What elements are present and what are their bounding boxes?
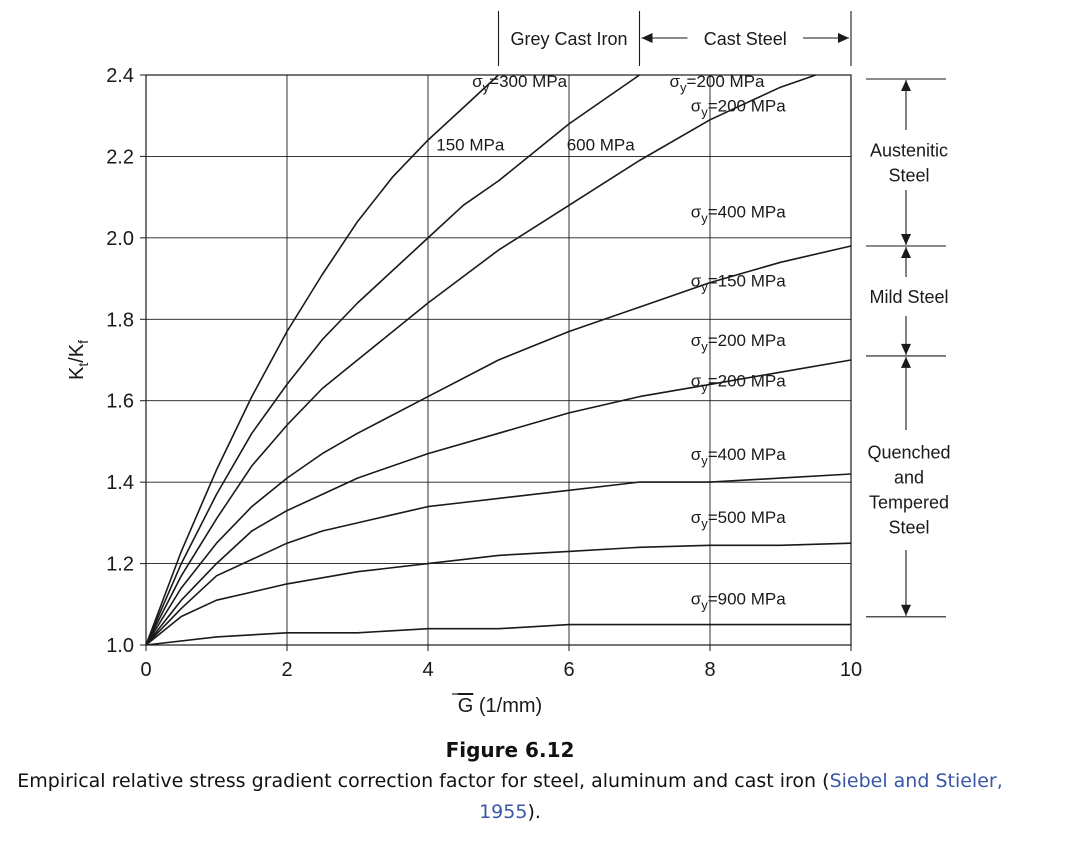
caption-end: ). (527, 801, 541, 823)
arrow-head (901, 356, 911, 368)
group-label-quenched-tempered: Tempered (869, 493, 949, 513)
y-tick-label: 2.0 (106, 228, 134, 250)
arrow-head (901, 234, 911, 245)
plot-frame (145, 74, 852, 646)
y-tick-label: 2.2 (106, 146, 134, 168)
curve-label: σy=400 MPa (691, 445, 787, 468)
y-axis-label: Kt/Kf (66, 340, 91, 380)
x-tick-label: 0 (140, 659, 151, 681)
figure-label: Figure 6.12 (445, 738, 575, 762)
curve-label: σy=200 MPa (691, 97, 787, 120)
material-groups-right: Austenitic Steel Mild Steel Quenched and Temp… (866, 78, 951, 618)
x-axis-ticks: 0 2 4 6 8 10 (140, 645, 862, 681)
y-axis-ticks: 1.0 1.2 1.4 1.6 1.8 2.0 2.2 2.4 (106, 65, 146, 657)
curve-label: σy=200 MPa (691, 371, 787, 394)
arrow-head (901, 604, 911, 616)
y-tick-label: 1.6 (106, 391, 134, 413)
series-line (145, 74, 500, 646)
curve-label: 150 MPa (436, 135, 505, 154)
caption-body: Empirical relative stress gradient corre… (17, 770, 830, 792)
material-groups-top: Grey Cast Iron Cast Steel (497, 11, 852, 66)
series-line (145, 473, 852, 646)
group-label-austenitic: Steel (888, 166, 929, 186)
y-tick-label: 1.0 (106, 635, 134, 657)
group-label-grey-cast-iron: Grey Cast Iron (510, 29, 627, 49)
group-label-quenched-tempered: and (894, 468, 924, 488)
x-tick-label: 8 (704, 659, 715, 681)
y-tick-label: 2.4 (106, 65, 134, 87)
arrow-head (901, 343, 911, 355)
curve-label: 600 MPa (567, 135, 636, 154)
y-tick-label: 1.4 (106, 472, 134, 494)
curve-label: σy=200 MPa (670, 72, 766, 95)
x-tick-label: 10 (840, 659, 862, 681)
curve-label: σy=150 MPa (691, 272, 787, 295)
arrow-head (901, 247, 911, 258)
group-label-cast-steel: Cast Steel (704, 29, 787, 49)
curve-label: σy=500 MPa (691, 508, 787, 531)
x-axis-label: G (1/mm) (458, 695, 542, 717)
group-label-austenitic: Austenitic (870, 141, 948, 161)
group-label-quenched-tempered: Quenched (867, 443, 950, 463)
x-tick-label: 6 (563, 659, 574, 681)
figure-caption: Figure 6.12 Empirical relative stress gr… (0, 738, 1020, 828)
arrow-head (838, 33, 849, 43)
x-tick-label: 2 (281, 659, 292, 681)
group-label-mild-steel: Mild Steel (869, 287, 948, 307)
series-line (145, 542, 852, 646)
stress-gradient-chart: 0 2 4 6 8 10 1.0 1.2 1.4 1.6 1.8 2.0 2.2 2.4 σy=300 … (66, 11, 951, 717)
arrow-head (641, 33, 653, 43)
x-tick-label: 4 (422, 659, 433, 681)
curve-label: σy=900 MPa (691, 589, 787, 612)
curve-label: σy=300 MPa (472, 72, 568, 95)
group-label-quenched-tempered: Steel (888, 518, 929, 538)
grid-lines (146, 75, 851, 645)
y-tick-label: 1.2 (106, 554, 134, 576)
series-line (145, 74, 640, 646)
series-line (145, 359, 852, 646)
series-line (145, 74, 817, 646)
series-line (145, 245, 852, 646)
curve-label: σy=400 MPa (691, 203, 787, 226)
curve-label: σy=200 MPa (691, 331, 787, 354)
y-tick-label: 1.8 (106, 309, 134, 331)
caption-text: Empirical relative stress gradient corre… (0, 766, 1020, 828)
series-line (145, 623, 851, 646)
citation-link[interactable]: Siebel and Stieler, 1955 (479, 770, 1003, 823)
data-curves (145, 74, 852, 646)
arrow-head (901, 80, 911, 91)
